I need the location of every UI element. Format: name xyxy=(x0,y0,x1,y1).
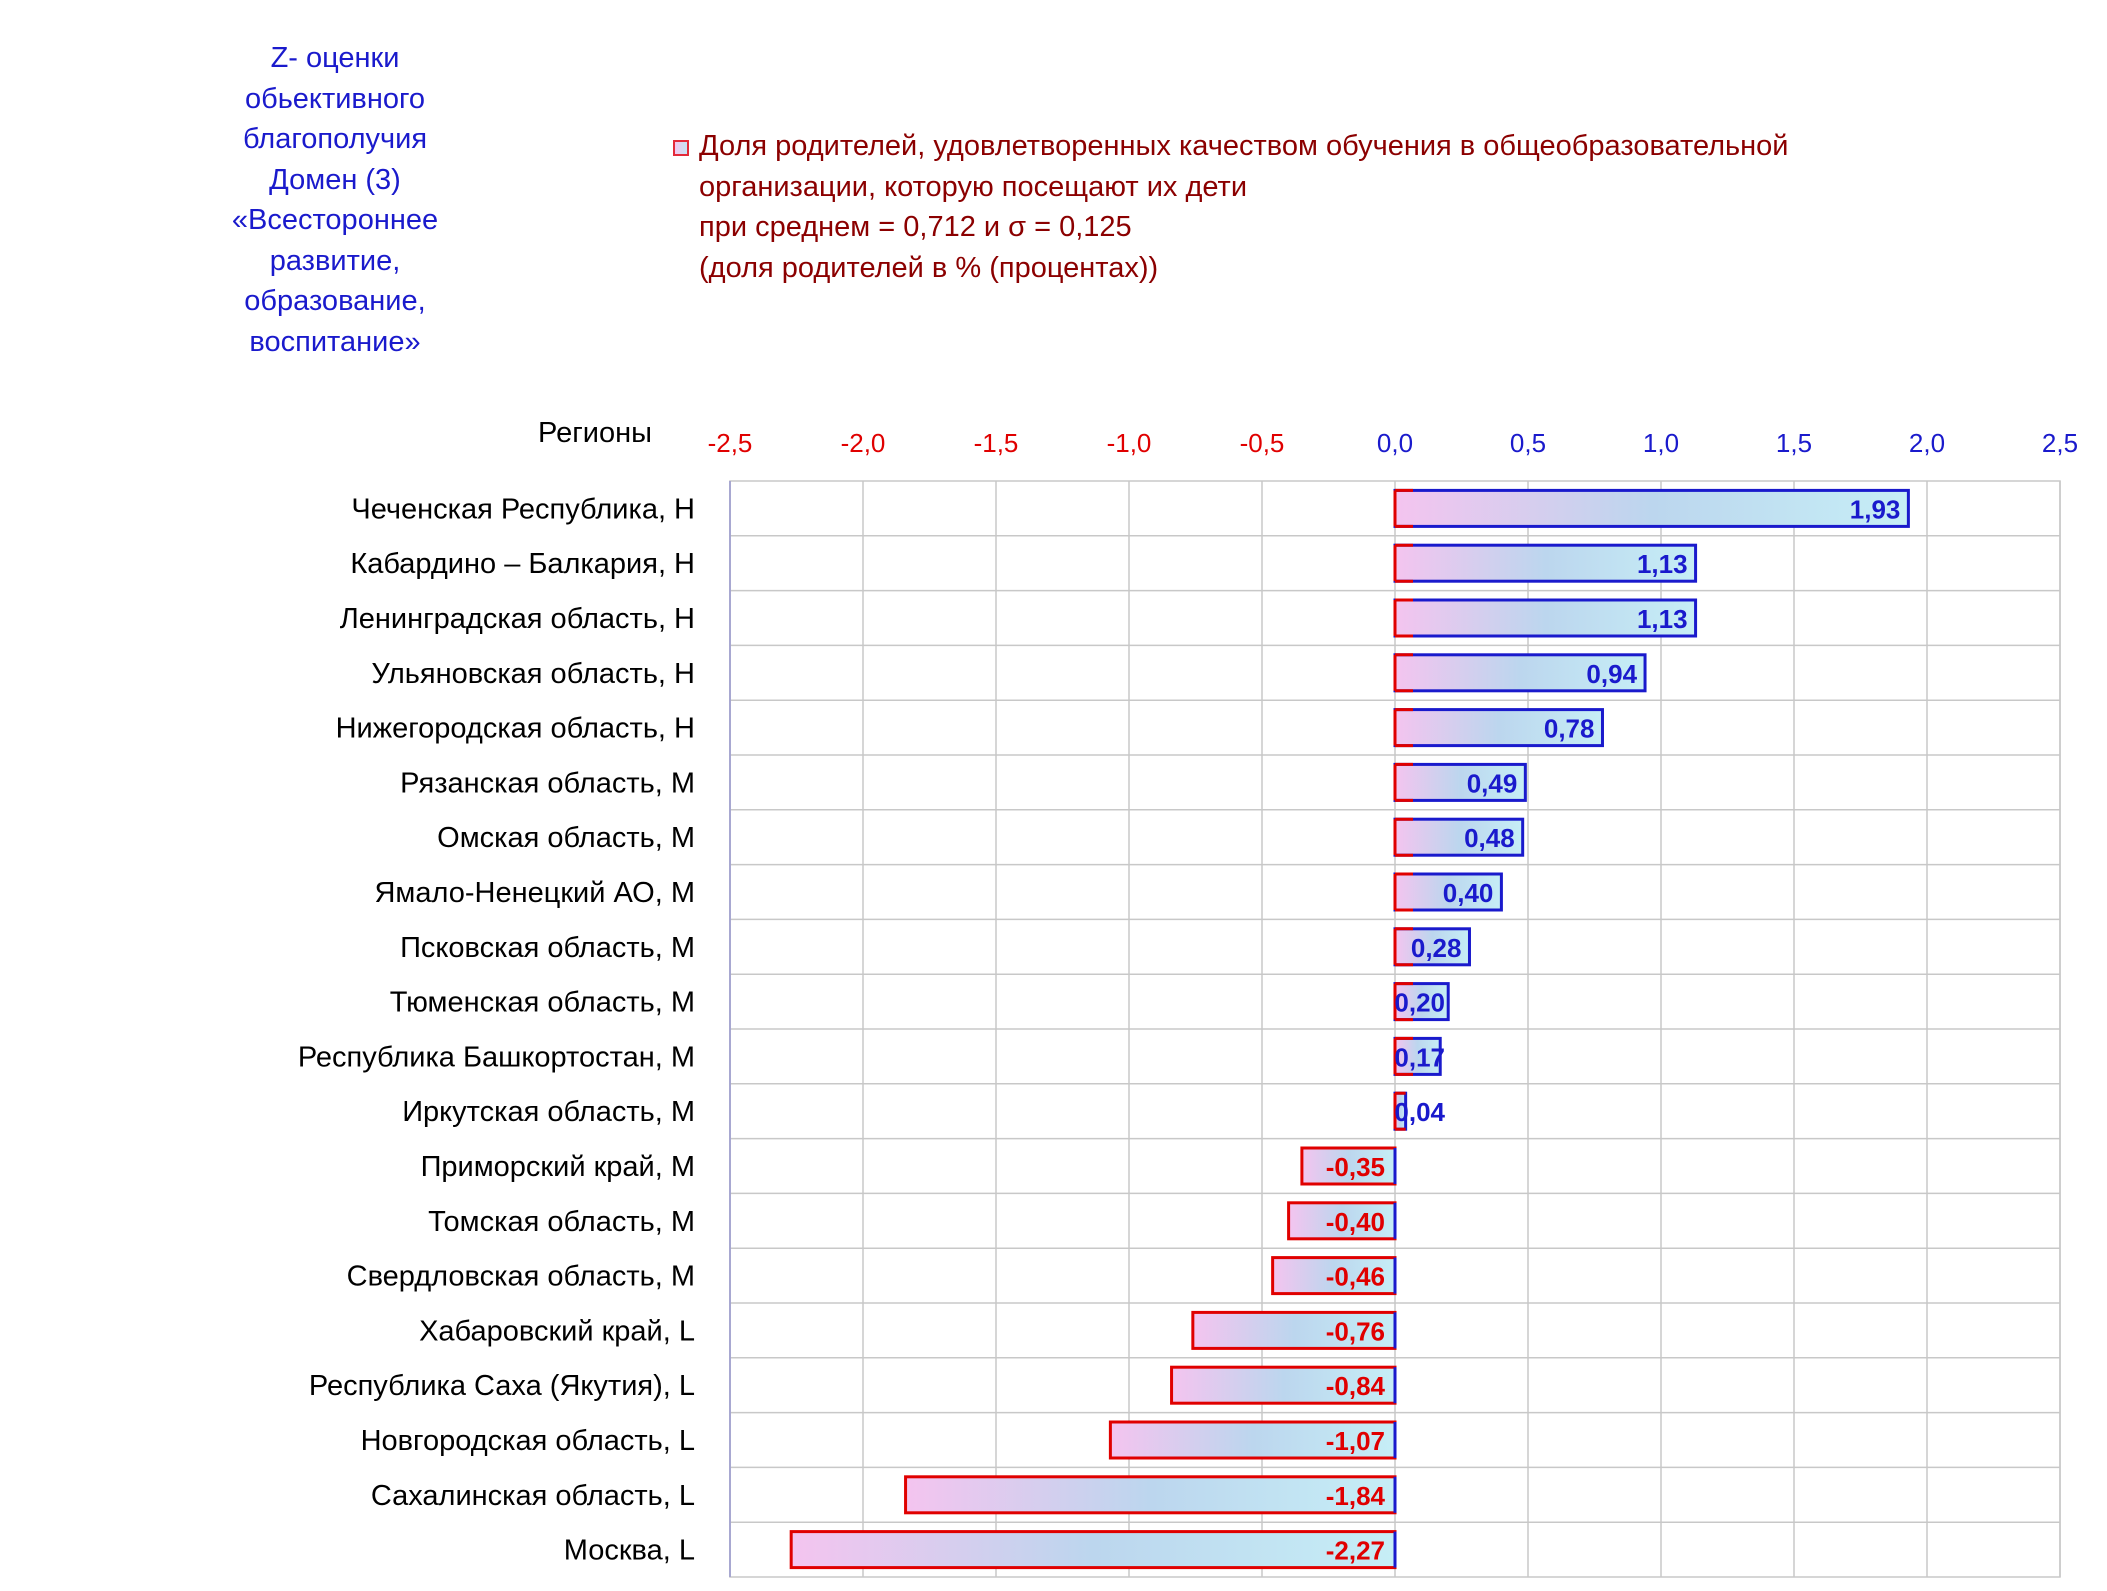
x-tick-label: -2,0 xyxy=(841,428,886,458)
bar xyxy=(1271,1256,1397,1296)
bar-value-label: -1,07 xyxy=(1326,1426,1385,1456)
category-label: Тюменская область, M xyxy=(390,987,695,1019)
x-axis-ticks: -2,5 -2,0 -1,5 -1,0 -0,5 0,0 0,5 1,0 1,5 2,0 2,5 xyxy=(708,428,2078,458)
category-labels: Чеченская Республика, H Кабардино – Балка… xyxy=(298,493,695,1566)
bar xyxy=(1191,1310,1397,1350)
category-label: Республика Башкортостан, M xyxy=(298,1041,695,1073)
bars: 1,931,131,130,940,780,490,480,400,280,20… xyxy=(789,488,1910,1570)
category-label: Свердловская область, M xyxy=(347,1261,695,1293)
legend-swatch xyxy=(673,140,689,156)
bar-value-label: -0,84 xyxy=(1326,1371,1386,1401)
x-tick-label: -1,5 xyxy=(974,428,1019,458)
bar xyxy=(1393,872,1503,912)
bar xyxy=(1393,598,1698,638)
x-tick-label: 0,0 xyxy=(1377,428,1413,458)
bar xyxy=(1108,1420,1397,1460)
x-tick-label: 2,5 xyxy=(2042,428,2078,458)
bar-value-label: 0,78 xyxy=(1544,714,1595,744)
bar xyxy=(1393,488,1910,528)
bar-value-label: 0,49 xyxy=(1467,768,1518,798)
bar xyxy=(1287,1201,1397,1241)
x-tick-label: 2,0 xyxy=(1909,428,1945,458)
x-tick-label: -0,5 xyxy=(1240,428,1285,458)
category-label: Хабаровский край, L xyxy=(419,1315,695,1347)
bar-value-label: -0,46 xyxy=(1326,1262,1385,1292)
bar-value-label: -1,84 xyxy=(1326,1481,1386,1511)
bar-value-label: 0,17 xyxy=(1394,1042,1445,1072)
category-label: Ленинградская область, H xyxy=(340,603,695,635)
bar xyxy=(904,1475,1397,1515)
bar xyxy=(789,1530,1397,1570)
bar-value-label: -0,76 xyxy=(1326,1316,1385,1346)
bar xyxy=(1393,1036,1442,1076)
x-tick-label: -2,5 xyxy=(708,428,753,458)
bar-value-label: -0,35 xyxy=(1326,1152,1385,1182)
bar-value-label: 1,13 xyxy=(1637,604,1688,634)
bar-value-label: 1,93 xyxy=(1850,494,1901,524)
x-tick-label: 1,0 xyxy=(1643,428,1679,458)
bar-value-label: 0,04 xyxy=(1394,1097,1445,1127)
bar-value-label: 1,13 xyxy=(1637,549,1688,579)
category-label: Омская область, M xyxy=(437,822,695,854)
bar-value-label: 0,20 xyxy=(1394,988,1445,1018)
category-label: Сахалинская область, L xyxy=(371,1480,695,1512)
grid xyxy=(729,480,2061,1578)
category-label: Москва, L xyxy=(564,1535,695,1567)
bar xyxy=(1393,762,1527,802)
x-tick-label: 1,5 xyxy=(1776,428,1812,458)
bar-value-label: 0,40 xyxy=(1443,878,1494,908)
category-label: Иркутская область, M xyxy=(402,1096,695,1128)
category-label: Чеченская Республика, H xyxy=(351,493,695,525)
category-label: Нижегородская область, H xyxy=(336,713,695,745)
x-tick-label: -1,0 xyxy=(1107,428,1152,458)
bar-value-label: 0,48 xyxy=(1464,823,1515,853)
bar-value-label: -0,40 xyxy=(1326,1207,1385,1237)
category-label: Кабардино – Балкария, H xyxy=(350,548,695,580)
bar xyxy=(1393,653,1647,693)
bar-value-label: 0,28 xyxy=(1411,933,1462,963)
category-label: Рязанская область, M xyxy=(400,767,695,799)
bar-value-label: -2,27 xyxy=(1326,1536,1385,1566)
bar-value-label: 0,94 xyxy=(1586,659,1637,689)
bar xyxy=(1393,708,1604,748)
category-label: Ямало-Ненецкий АО, M xyxy=(374,877,695,909)
category-label: Республика Саха (Якутия), L xyxy=(309,1370,695,1402)
side-title: Z- оценки обьективного благополучия Доме… xyxy=(231,42,439,358)
category-label: Ульяновская область, H xyxy=(371,658,695,690)
category-label: Новгородская область, L xyxy=(361,1425,695,1457)
category-header: Регионы xyxy=(538,417,652,449)
category-label: Томская область, M xyxy=(428,1206,695,1238)
category-label: Приморский край, M xyxy=(421,1151,695,1183)
x-tick-label: 0,5 xyxy=(1510,428,1546,458)
legend-text: Доля родителей, удовлетворенных качество… xyxy=(699,130,1789,284)
category-label: Псковская область, M xyxy=(400,932,695,964)
